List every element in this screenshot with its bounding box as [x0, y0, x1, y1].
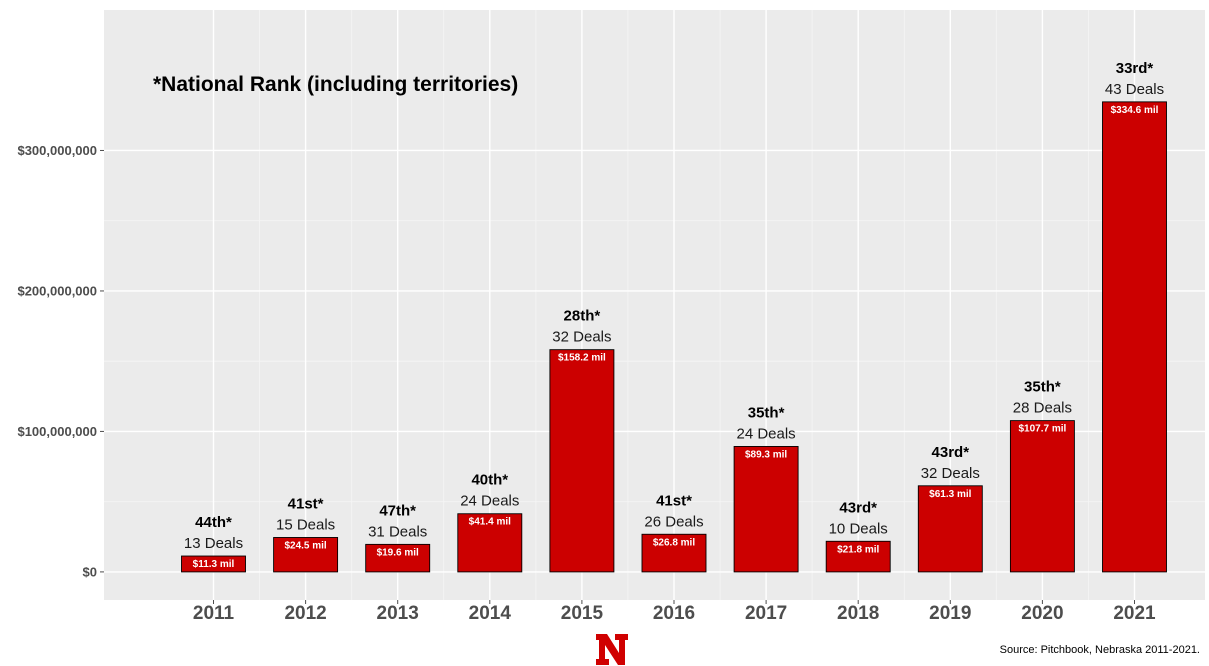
bar [641, 533, 707, 573]
x-tick-label: 2020 [1021, 603, 1063, 624]
deal-count-label: 13 Deals [184, 535, 243, 552]
bar [825, 540, 891, 573]
bar-value-label: $19.6 mil [377, 547, 419, 558]
bar [1009, 420, 1075, 573]
x-tick-label: 2014 [469, 603, 512, 624]
national-rank-label: 35th* [748, 404, 785, 421]
bar [1102, 101, 1167, 573]
bar-value-label: $61.3 mil [929, 489, 971, 500]
y-axis: $0 $100,000,000 $200,000,000 $300,000,000 [17, 143, 104, 579]
bar [457, 513, 523, 573]
bar [273, 537, 339, 573]
y-tick-label: $100,000,000 [17, 424, 97, 439]
deal-count-label: 24 Deals [460, 493, 519, 510]
deal-count-label: 24 Deals [736, 425, 795, 442]
bar-value-label: $334.6 mil [1111, 105, 1159, 116]
x-tick-label: 2019 [929, 603, 971, 624]
deal-count-label: 28 Deals [1013, 400, 1072, 417]
national-rank-label: 41st* [288, 495, 324, 512]
x-tick-label: 2015 [561, 603, 604, 624]
x-tick-label: 2016 [653, 603, 695, 624]
bar-value-label: $41.4 mil [469, 517, 511, 528]
x-tick-label: 2011 [193, 603, 235, 624]
x-tick-label: 2018 [837, 603, 879, 624]
source-note: Source: Pitchbook, Nebraska 2011-2021. [999, 644, 1200, 656]
bar-value-label: $107.7 mil [1018, 424, 1066, 435]
deal-count-label: 15 Deals [276, 516, 335, 533]
national-rank-label: 43rd* [839, 499, 877, 516]
bar [181, 555, 246, 573]
bar [917, 485, 983, 573]
national-rank-label: 47th* [379, 502, 416, 519]
deal-count-label: 43 Deals [1105, 81, 1164, 98]
deal-count-label: 32 Deals [921, 465, 980, 482]
national-rank-label: 33rd* [1116, 60, 1154, 77]
deal-count-label: 10 Deals [829, 520, 888, 537]
deal-count-label: 26 Deals [644, 513, 703, 530]
national-rank-note: *National Rank (including territories) [153, 73, 518, 96]
bar [549, 349, 615, 573]
national-rank-label: 40th* [471, 472, 508, 489]
x-tick-label: 2012 [284, 603, 326, 624]
bar [733, 446, 799, 573]
nebraska-logo-icon [596, 634, 628, 665]
deal-count-label: 31 Deals [368, 523, 427, 540]
national-rank-label: 41st* [656, 492, 692, 509]
national-rank-label: 44th* [195, 514, 232, 531]
deal-count-label: 32 Deals [552, 329, 611, 346]
national-rank-label: 35th* [1024, 379, 1061, 396]
bar-value-label: $89.3 mil [745, 449, 787, 460]
bar [365, 543, 431, 573]
national-rank-label: 28th* [564, 308, 601, 325]
bar-value-label: $158.2 mil [558, 353, 606, 364]
x-tick-label: 2013 [377, 603, 419, 624]
y-tick-label: $200,000,000 [17, 283, 97, 298]
x-axis: 2011 2012 2013 2014 2015 2016 2017 2018 2019 2020… [193, 600, 1156, 624]
bar-value-label: $26.8 mil [653, 537, 695, 548]
bar-value-label: $24.5 mil [284, 540, 326, 551]
bar-value-label: $21.8 mil [837, 544, 879, 555]
bars: $11.3 mil 13 Deals 44th* $24.5 mil 15 Deals 4… [181, 60, 1167, 573]
x-tick-label: 2017 [745, 603, 787, 624]
national-rank-label: 43rd* [932, 444, 970, 461]
y-tick-label: $0 [83, 564, 97, 579]
x-tick-label: 2021 [1113, 603, 1156, 624]
y-tick-label: $300,000,000 [17, 143, 97, 158]
bar-value-label: $11.3 mil [193, 559, 235, 570]
